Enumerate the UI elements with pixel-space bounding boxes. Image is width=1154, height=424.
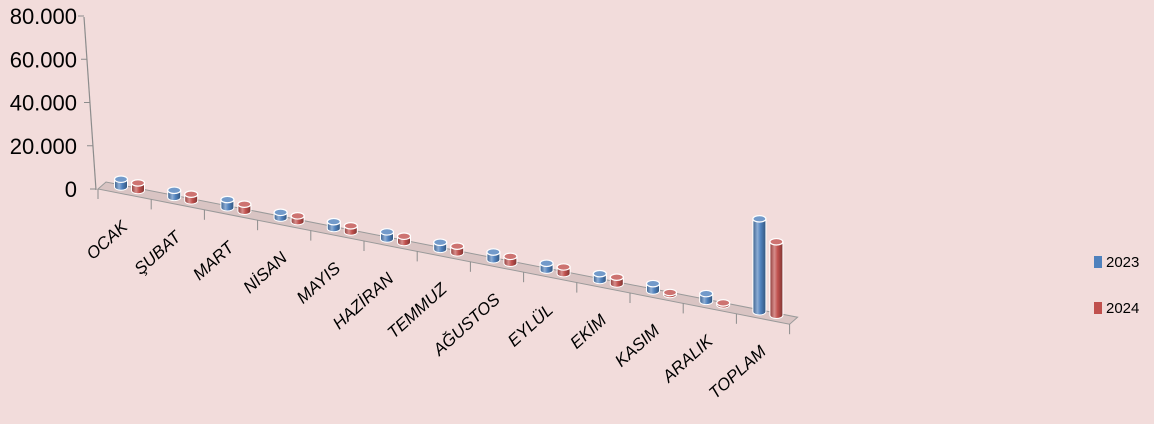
bar-2023-5 <box>381 229 394 243</box>
bar-2024-4 <box>344 223 357 236</box>
category-label: ŞUBAT <box>131 226 186 278</box>
bar-top <box>398 233 411 239</box>
floor <box>98 182 798 324</box>
bar-top <box>770 239 783 245</box>
legend-item: 2024 <box>1094 300 1139 317</box>
bar-top <box>451 243 464 249</box>
bar-2023-10 <box>647 280 660 294</box>
y-axis-line <box>84 17 96 190</box>
category-label: NİSAN <box>240 248 292 297</box>
legend-item: 2023 <box>1094 254 1139 271</box>
bar-2024-12 <box>770 239 783 319</box>
bar-top <box>291 213 304 219</box>
bar-2024-11 <box>717 300 730 308</box>
bar-top <box>557 264 570 270</box>
bar-top <box>540 260 553 266</box>
category-label: KASIM <box>611 320 664 370</box>
bar-2024-0 <box>132 180 145 194</box>
bar-2024-8 <box>557 264 570 277</box>
category-label: MAYIS <box>293 258 345 307</box>
y-tick-label: 40.000 <box>10 91 77 116</box>
bar-top <box>274 209 287 215</box>
bar-top <box>221 196 234 202</box>
bar-2024-1 <box>185 191 198 204</box>
category-label: MART <box>189 237 238 284</box>
y-tick-label: 0 <box>65 177 77 202</box>
y-tick-label: 20.000 <box>10 134 77 159</box>
bar-2024-6 <box>451 243 464 256</box>
bar-2023-12 <box>753 216 766 315</box>
bar-2024-5 <box>398 233 411 246</box>
category-label: TOPLAM <box>705 341 770 402</box>
bar-top <box>610 274 623 280</box>
bar-top <box>593 270 606 276</box>
bar-2023-11 <box>700 290 713 304</box>
bar-2024-2 <box>238 201 251 215</box>
bar-2023-4 <box>327 218 340 231</box>
bar-2023-8 <box>540 260 553 273</box>
bar-top <box>115 176 128 182</box>
bar-body <box>770 242 783 319</box>
bar-2023-7 <box>487 249 500 263</box>
category-label: ARALIK <box>658 331 717 387</box>
bar-2024-10 <box>664 289 677 297</box>
bar-2023-1 <box>168 187 181 201</box>
category-label: EYLÜL <box>504 300 557 350</box>
bar-2023-2 <box>221 196 234 211</box>
bar-top <box>664 289 677 295</box>
bar-2023-9 <box>593 270 606 283</box>
bar-top <box>238 201 251 207</box>
bar-top <box>434 239 447 245</box>
category-label: OCAK <box>83 217 132 264</box>
bar-2024-3 <box>291 213 304 225</box>
bar-2024-7 <box>504 253 517 266</box>
y-tick-label: 80.000 <box>10 4 77 29</box>
bar-body <box>753 219 766 315</box>
bar-top <box>753 216 766 222</box>
bar-top <box>168 187 181 193</box>
bar-top <box>185 191 198 197</box>
bar-2024-9 <box>610 274 623 287</box>
bar-2023-0 <box>115 176 128 190</box>
bar-top <box>504 253 517 259</box>
category-label: EKİM <box>566 310 610 352</box>
bar-top <box>717 300 730 306</box>
bar-top <box>381 229 394 235</box>
legend-swatch <box>1094 302 1102 314</box>
bar-top <box>647 280 660 286</box>
category-label: TEMMUZ <box>384 279 451 342</box>
y-tick-label: 60.000 <box>10 47 77 72</box>
bar-top <box>327 218 340 224</box>
bar-top <box>132 180 145 186</box>
legend-label: 2024 <box>1106 300 1139 317</box>
bar-top <box>344 223 357 229</box>
bar-top <box>487 249 500 255</box>
legend-swatch <box>1094 256 1102 268</box>
bar-2023-6 <box>434 239 447 253</box>
bar-top <box>700 290 713 296</box>
legend-label: 2023 <box>1106 254 1139 271</box>
bar-2023-3 <box>274 209 287 221</box>
